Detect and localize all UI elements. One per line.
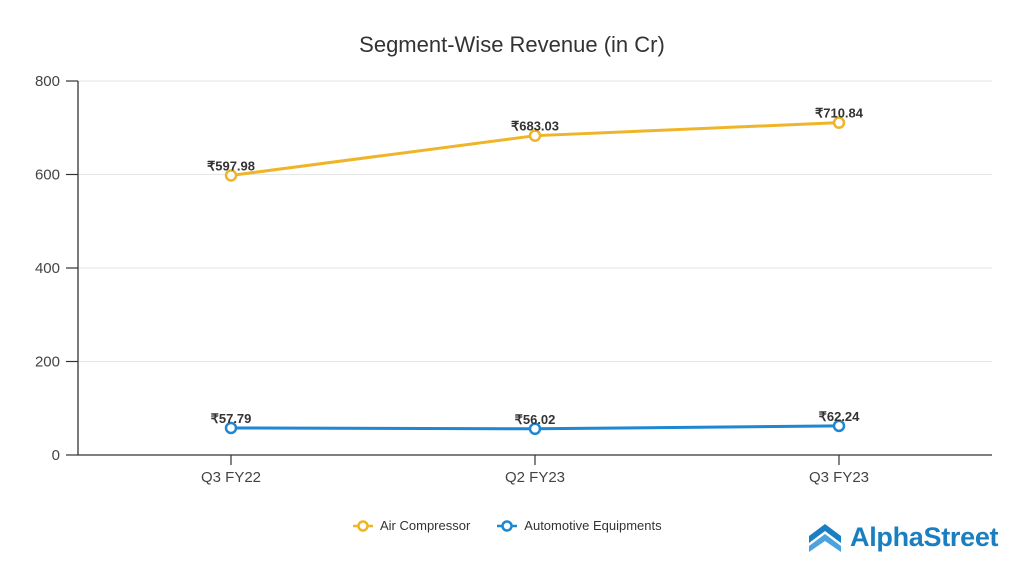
y-tick-label: 600	[35, 167, 60, 184]
data-point-automotive-equipments	[832, 419, 846, 433]
data-point-automotive-equipments	[224, 421, 238, 435]
legend-item-automotive-equipments[interactable]: Automotive Equipments	[496, 518, 662, 533]
data-point-air-compressor	[832, 116, 846, 129]
data-point-air-compressor	[224, 169, 238, 182]
data-label-air-compressor: ₹710.84	[815, 106, 864, 121]
y-tick-label: 800	[35, 73, 60, 90]
legend-label: Automotive Equipments	[524, 518, 662, 533]
logo-text: AlphaStreet	[850, 522, 999, 552]
series-group: ₹597.98 ₹683.03 ₹710.84 ₹57.79 ₹56.02 ₹62.24	[207, 106, 864, 436]
data-point-air-compressor	[528, 129, 542, 142]
legend-marker-icon	[353, 519, 373, 532]
data-label-automotive-equipments: ₹62.24	[819, 409, 861, 424]
chevron-up-logo-icon	[809, 523, 841, 552]
x-tick-label: Q3 FY23	[809, 469, 869, 486]
alphastreet-logo: AlphaStreet	[808, 522, 999, 553]
y-tick-label: 400	[35, 260, 60, 277]
chart: Segment-Wise Revenue (in Cr) 0 200 400 600 8…	[35, 32, 992, 486]
chart-title: Segment-Wise Revenue (in Cr)	[359, 32, 665, 57]
legend-label: Air Compressor	[380, 518, 471, 533]
y-tick-label: 200	[35, 354, 60, 371]
legend-marker-icon	[497, 519, 518, 532]
axes: 0 200 400 600 800 Q3 FY22 Q2 FY23 Q3 FY23	[35, 73, 992, 486]
legend: Air Compressor Automotive Equipments	[352, 518, 662, 533]
data-point-automotive-equipments	[528, 422, 542, 436]
x-tick-label: Q2 FY23	[505, 469, 565, 486]
data-label-automotive-equipments: ₹57.79	[211, 411, 252, 426]
data-label-air-compressor: ₹597.98	[207, 158, 255, 173]
data-label-air-compressor: ₹683.03	[511, 119, 559, 134]
data-label-automotive-equipments: ₹56.02	[515, 412, 556, 427]
legend-item-air-compressor[interactable]: Air Compressor	[352, 518, 470, 533]
y-tick-label: 0	[52, 447, 60, 464]
x-tick-label: Q3 FY22	[201, 469, 261, 486]
